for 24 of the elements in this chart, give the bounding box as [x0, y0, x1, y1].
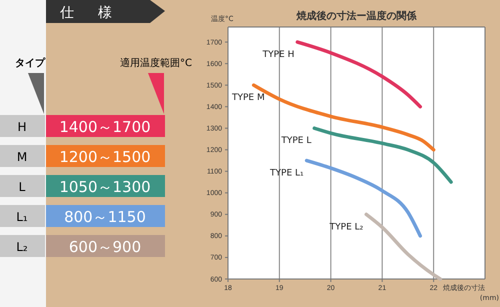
series-label: TYPE L₁ [269, 168, 304, 179]
text: H [17, 120, 27, 134]
series-label: TYPE L₂ [328, 222, 364, 232]
text: 適用温度範囲°C [120, 57, 192, 69]
category-label: 1050～1300 [59, 178, 151, 196]
line-series [312, 126, 453, 184]
line-series [304, 158, 422, 238]
series-label: TYPE L [280, 136, 312, 146]
category-label: 1400～1700 [59, 118, 151, 136]
text: M [16, 150, 28, 164]
line-series [296, 40, 422, 108]
series-label: TYPE M [231, 93, 265, 104]
category-label: 600～900 [68, 238, 142, 256]
text: L [18, 180, 26, 194]
series-label: TYPE H [262, 50, 294, 60]
text: 仕様 [59, 5, 136, 21]
line-series [364, 212, 442, 281]
category-label: 1200～1500 [59, 148, 151, 166]
line-series [252, 83, 436, 152]
text: L₁ [16, 210, 28, 224]
text: タイプ [15, 57, 46, 69]
text: L₂ [16, 240, 28, 254]
category-label: 800～1150 [64, 208, 146, 226]
chart-title: 焼成後の寸法ー温度の関係 [296, 10, 418, 22]
